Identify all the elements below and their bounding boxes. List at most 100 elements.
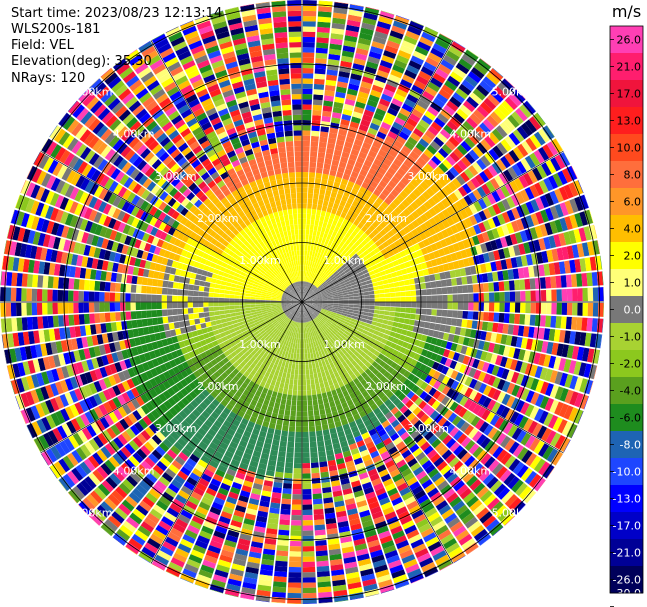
range-ring-label: 4.00km [450, 128, 492, 141]
ppi-ray [20, 180, 302, 302]
azimuth-line [301, 150, 564, 303]
ppi-ray [302, 180, 584, 302]
ppi-ray [302, 194, 589, 302]
field-text: Field: VEL [11, 38, 74, 53]
ppi-ray [302, 1, 349, 302]
ppi-ray [26, 165, 302, 302]
ppi-ray [302, 302, 504, 537]
ppi-ray [33, 151, 302, 302]
ppi-ray [78, 89, 302, 302]
azimuth-line [40, 301, 303, 454]
range-ring-label: 4.00km [113, 128, 155, 141]
ppi-ray [6, 302, 302, 380]
ppi-ray [6, 224, 302, 302]
ppi-ray [302, 302, 604, 333]
range-ring-label: 3.00km [407, 422, 449, 435]
ppi-ray [302, 10, 395, 302]
ppi-ray [302, 255, 603, 302]
ppi-ray [302, 302, 584, 424]
ppi-ray [302, 151, 571, 302]
range-ring-label: 2.00km [365, 212, 407, 225]
ppi-ray [0, 271, 302, 302]
ppi-ray [40, 302, 302, 466]
azimuth-line [150, 40, 303, 303]
ppi-ray [89, 78, 302, 302]
range-ring-label: 1.00km [323, 338, 365, 351]
ppi-ray [302, 224, 598, 302]
range-ring-label: 3.00km [155, 170, 197, 183]
range-ring-label: 2.00km [197, 212, 239, 225]
ppi-ray [138, 302, 302, 564]
ppi-ray [302, 78, 515, 302]
ppi-ray [302, 302, 564, 466]
ppi-ray [302, 26, 439, 302]
ppi-ray [302, 302, 453, 571]
range-ring-labels: 1.00km 1.00km 1.00km 1.00km 2.00km 2.00km 2.00… [71, 86, 533, 520]
ppi-ray [302, 302, 479, 555]
ppi-ray [302, 49, 479, 302]
ppi-ray [302, 15, 410, 302]
ppi-ray [240, 302, 302, 601]
ppi-ray [10, 302, 302, 395]
ppi-ray [100, 67, 302, 302]
ppi-ray [271, 0, 302, 302]
ppi-ray [58, 302, 302, 492]
range-ring-label: 4.00km [450, 464, 492, 477]
ppi-ray [255, 302, 302, 603]
ppi-ray [302, 302, 526, 515]
range-ring-label: 1.00km [239, 254, 281, 267]
ppi-ray [151, 302, 302, 571]
ppi-ray [302, 302, 439, 578]
ppi-ray [302, 3, 364, 302]
azimuth-line [301, 301, 454, 564]
ppi-ray [302, 40, 466, 302]
nrays-text: NRays: 120 [11, 71, 86, 86]
ppi-ray [302, 67, 504, 302]
ppi-ray [302, 58, 492, 302]
ppi-ray [180, 302, 302, 584]
ppi-ray [194, 15, 302, 302]
range-ring-label: 5.00km [71, 86, 113, 99]
ppi-ray [302, 20, 424, 302]
ppi-ray [302, 89, 526, 302]
ppi-ray [302, 138, 564, 302]
ppi-ray [302, 302, 466, 564]
ppi-ray [33, 302, 302, 453]
ppi-ray [302, 0, 333, 302]
azimuth-line [40, 150, 303, 303]
ppi-ray [194, 302, 302, 589]
range-ring-label: 3.00km [155, 422, 197, 435]
range-ring-label: 5.00km [71, 506, 113, 519]
ppi-ray [255, 1, 302, 302]
ppi-ray [302, 302, 515, 526]
ppi-ray [112, 302, 302, 546]
ppi-ray [302, 302, 589, 410]
ppi-ray [302, 302, 492, 546]
azimuth-lines [0, 0, 604, 604]
ppi-ray [26, 302, 302, 439]
start-time-text: Start time: 2023/08/23 12:13:14 [11, 6, 223, 21]
ppi-ray [302, 302, 578, 439]
ppi-ray [302, 112, 546, 302]
range-ring-label: 5.00km [492, 86, 534, 99]
ppi-ray [67, 100, 302, 302]
ppi-rays [0, 0, 604, 604]
range-ring-label: 4.00km [113, 464, 155, 477]
ppi-ray [302, 302, 333, 604]
ppi-ray [0, 302, 302, 333]
range-ring-label: 3.00km [407, 170, 449, 183]
ppi-ray [302, 302, 594, 395]
ppi-ray [302, 302, 424, 584]
ppi-ray [100, 302, 302, 537]
ppi-ray [302, 33, 453, 302]
ppi-ray [67, 302, 302, 504]
ppi-ray [302, 302, 410, 589]
ppi-ray [1, 255, 302, 302]
range-ring-label: 5.00km [492, 506, 534, 519]
ppi-ray [165, 26, 302, 302]
ppi-ray [302, 302, 603, 349]
ppi-ray [302, 302, 546, 492]
ppi-ray [302, 302, 537, 504]
ppi-ray [224, 302, 302, 598]
